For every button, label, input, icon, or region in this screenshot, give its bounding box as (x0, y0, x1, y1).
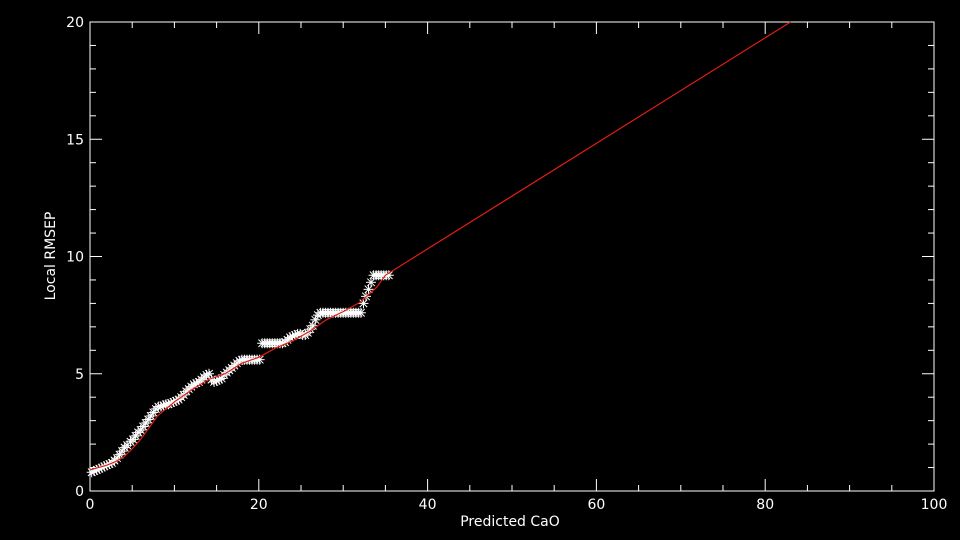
y-tick-label: 10 (66, 250, 84, 266)
x-axis-label: Predicted CaO (460, 514, 560, 530)
y-axis-label: Local RMSEP (43, 212, 59, 301)
y-axis-ticks (90, 21, 934, 492)
data-point (366, 277, 377, 288)
y-tick-label: 20 (66, 15, 84, 31)
x-tick-label: 80 (756, 497, 774, 513)
fit-line (89, 21, 791, 471)
x-tick-label: 0 (86, 497, 95, 513)
data-point (355, 307, 366, 318)
x-axis-tick-labels: 0 20 40 60 80 100 (86, 497, 948, 513)
y-tick-label: 15 (66, 132, 84, 148)
y-tick-label: 0 (75, 484, 84, 500)
x-tick-label: 40 (419, 497, 437, 513)
y-axis-tick-labels: 0 5 10 15 20 (66, 15, 84, 500)
x-tick-label: 60 (587, 497, 605, 513)
y-tick-label: 5 (75, 367, 84, 383)
x-tick-label: 100 (921, 497, 948, 513)
x-tick-label: 20 (250, 497, 268, 513)
data-point (363, 284, 374, 295)
x-axis-ticks (89, 22, 935, 491)
